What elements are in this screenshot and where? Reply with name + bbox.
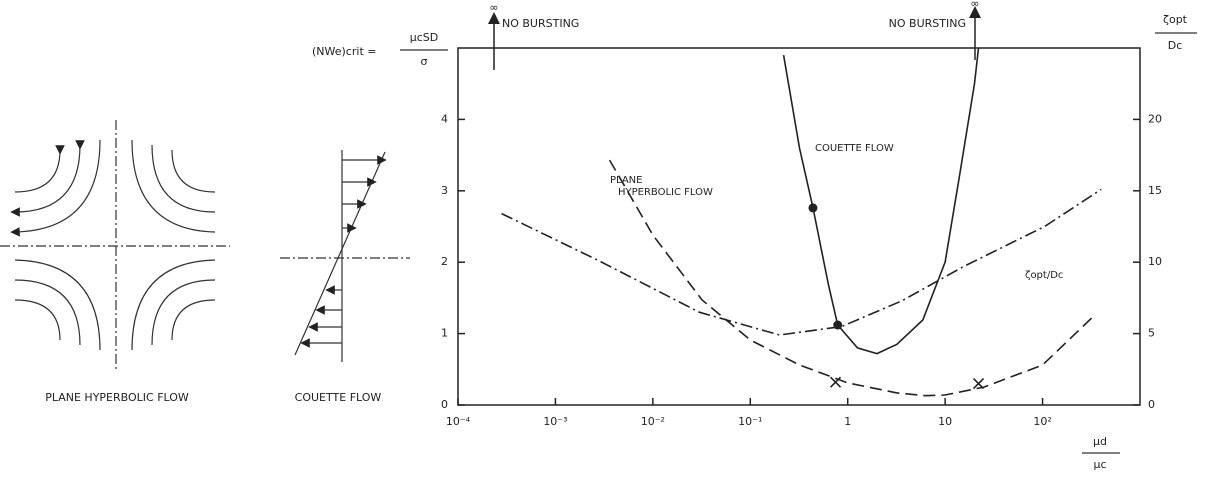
curve-label: PLANE HYPERBOLIC FLOW	[610, 175, 713, 198]
x-tick-label: 10⁻³	[543, 415, 567, 428]
x-tick-label: 10⁻¹	[738, 415, 762, 428]
y2-tick-label: 5	[1148, 327, 1155, 340]
diagram-caption: COUETTE FLOW	[295, 391, 382, 404]
annotation: ∞	[489, 1, 498, 14]
x-tick-label: 10²	[1033, 415, 1051, 428]
y2-label: ζopt	[1163, 13, 1188, 26]
annotation: NO BURSTING	[889, 17, 966, 30]
curve-label: ζopt/Dc	[1025, 270, 1063, 281]
curve	[784, 48, 979, 354]
diagram-caption: PLANE HYPERBOLIC FLOW	[45, 391, 189, 404]
figure: PLANE HYPERBOLIC FLOW COUETTE FLOW (NWe)…	[0, 0, 1207, 477]
x-label: μc	[1093, 458, 1106, 471]
y2-tick-label: 15	[1148, 184, 1162, 197]
annotation: NO BURSTING	[502, 17, 579, 30]
y2-tick-label: 10	[1148, 255, 1162, 268]
marker-dot	[808, 203, 817, 212]
hyperbolic-diagram	[0, 120, 230, 370]
curve-label: COUETTE FLOW	[815, 143, 894, 154]
y-tick-label: 1	[441, 327, 448, 340]
plot-frame	[458, 48, 1140, 405]
x-tick-label: 10	[938, 415, 952, 428]
y-tick-label: 3	[441, 184, 448, 197]
x-tick-label: 1	[844, 415, 851, 428]
marker-cross	[974, 379, 984, 389]
page: PLANE HYPERBOLIC FLOW COUETTE FLOW (NWe)…	[0, 0, 1207, 477]
x-tick-label: 10⁻⁴	[446, 415, 471, 428]
y2-tick-label: 20	[1148, 112, 1162, 125]
y2-tick-label: 0	[1148, 398, 1155, 411]
couette-diagram	[280, 150, 410, 362]
curve	[502, 189, 1102, 335]
y-label: μcSD	[410, 31, 439, 44]
annotation: ∞	[970, 0, 979, 10]
x-tick-label: 10⁻²	[641, 415, 665, 428]
marker-dot	[833, 321, 842, 330]
x-label: μd	[1093, 435, 1107, 448]
y-label: σ	[421, 55, 428, 68]
y-tick-label: 2	[441, 255, 448, 268]
y-tick-label: 4	[441, 112, 448, 125]
y2-label: Dc	[1168, 39, 1183, 52]
y-label: (NWe)crit =	[312, 45, 376, 58]
y-tick-label: 0	[441, 398, 448, 411]
